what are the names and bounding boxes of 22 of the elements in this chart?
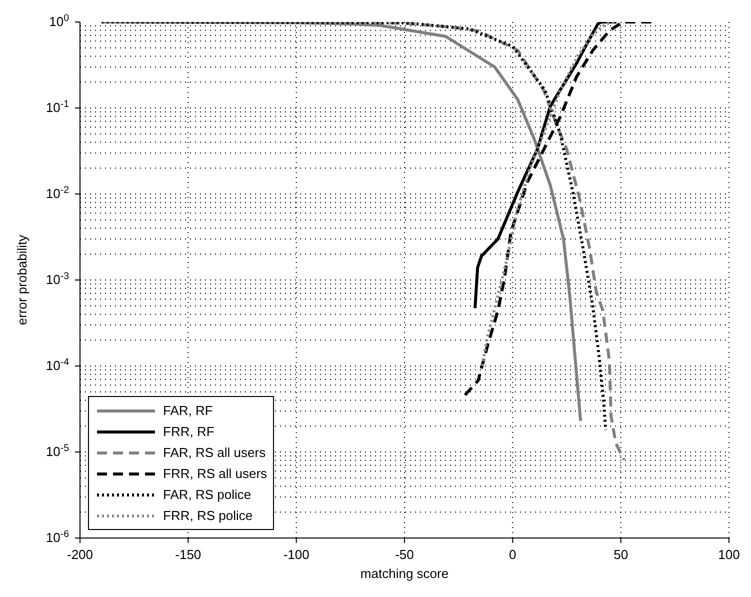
x-axis-title: matching score — [360, 566, 449, 581]
legend-label: FAR, RS police — [163, 487, 252, 502]
x-tick-label: -150 — [175, 547, 202, 562]
x-tick-label: -200 — [66, 547, 94, 562]
x-tick-label: -50 — [395, 547, 414, 562]
y-tick-label: 10$^{-1}$ — [46, 98, 69, 115]
legend-label: FAR, RS all users — [163, 445, 266, 460]
y-tick-label: 10$^{-2}$ — [46, 184, 69, 201]
legend-label: FAR, RF — [163, 403, 213, 418]
y-axis-title: error probability — [14, 234, 30, 326]
y-tick-label: 10$^{-6}$ — [46, 528, 69, 545]
x-tick-label: 100 — [718, 547, 740, 562]
x-tick-label: 0 — [509, 547, 516, 562]
y-tick-label: 10$^{-4}$ — [46, 356, 70, 373]
x-tick-label: 50 — [614, 547, 628, 562]
legend-label: FRR, RS all users — [163, 466, 268, 481]
legend-label: FRR, RF — [163, 424, 214, 439]
y-tick-label: 10$^{-3}$ — [46, 270, 69, 287]
legend-label: FRR, RS police — [163, 508, 253, 523]
x-tick-label: -100 — [283, 547, 310, 562]
y-tick-label: 10$^{0}$ — [49, 12, 70, 29]
y-tick-label: 10$^{-5}$ — [46, 442, 70, 459]
